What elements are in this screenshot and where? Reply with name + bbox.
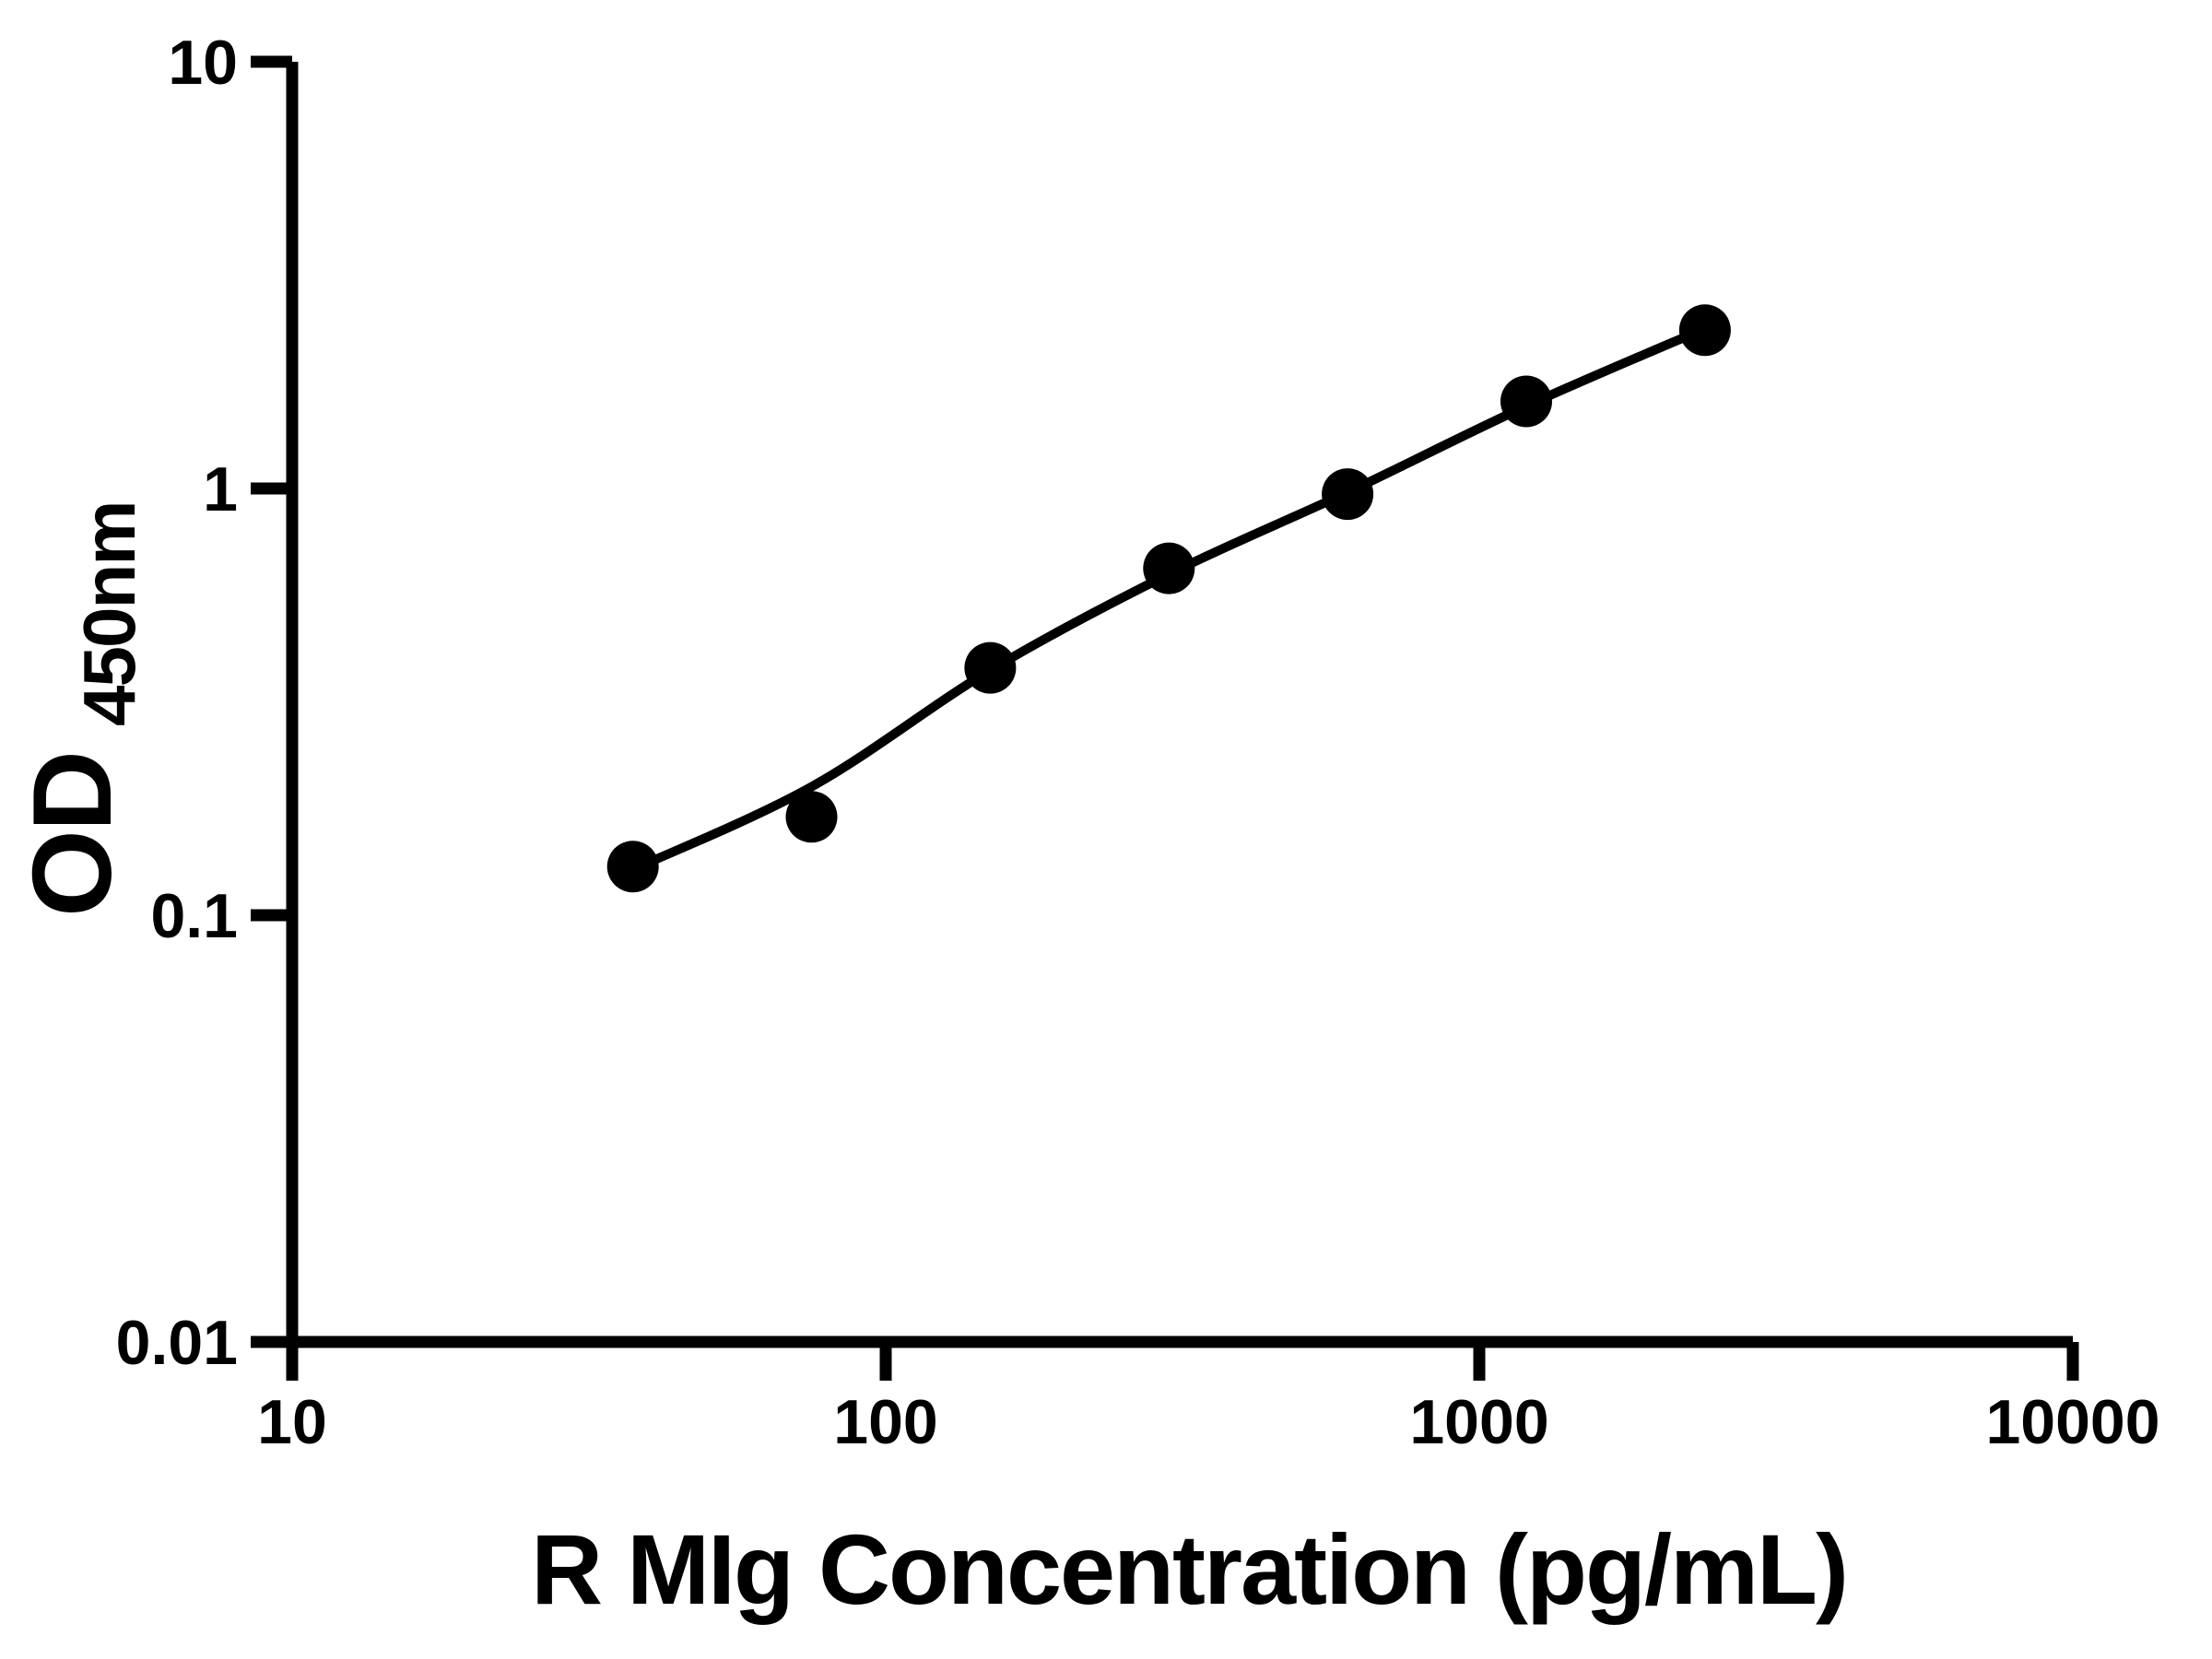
x-tick-label: 1000 xyxy=(1409,1387,1548,1457)
x-tick-label: 10000 xyxy=(1985,1387,2159,1457)
data-point-marker xyxy=(1143,542,1195,594)
y-tick-label: 0.1 xyxy=(150,881,238,951)
x-axis-ticks: 10 100 1000 10000 xyxy=(257,1342,2160,1457)
data-point-marker xyxy=(964,641,1017,694)
data-points xyxy=(606,304,1731,893)
x-axis-title: R MIg Concentration (pg/mL) xyxy=(531,1513,1847,1625)
data-point-marker xyxy=(1500,375,1552,428)
y-axis-title: OD 450nm xyxy=(9,502,150,918)
y-axis-title-subscript: 450nm xyxy=(68,502,150,726)
data-point-marker xyxy=(606,841,659,893)
data-point-marker xyxy=(785,791,838,843)
data-point-marker xyxy=(1678,304,1731,357)
y-axis-ticks: 10 1 0.1 0.01 xyxy=(116,28,292,1378)
x-tick-label: 10 xyxy=(257,1387,327,1457)
y-tick-label: 0.01 xyxy=(116,1308,238,1378)
y-axis-title-main: OD xyxy=(9,752,135,917)
axes-spine xyxy=(286,62,2073,1348)
y-tick-label: 1 xyxy=(203,454,238,524)
x-tick-label: 100 xyxy=(833,1387,937,1457)
y-tick-label: 10 xyxy=(168,28,238,98)
data-point-marker xyxy=(1322,468,1374,521)
